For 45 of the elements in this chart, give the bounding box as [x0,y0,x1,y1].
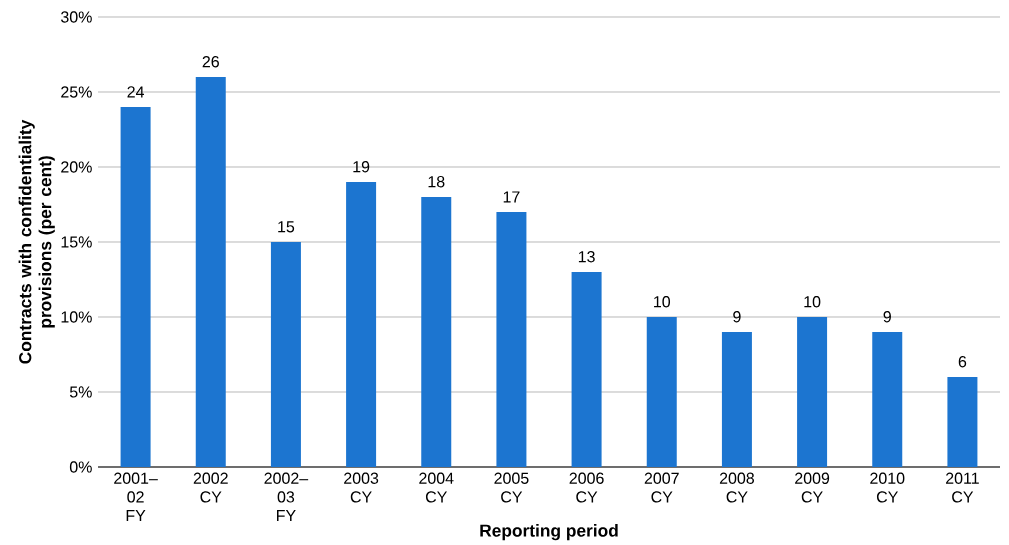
data-label: 13 [578,251,595,263]
y-tick-label: 30% [60,11,92,23]
bar [496,211,527,467]
bar [195,76,226,467]
data-label: 10 [654,296,671,308]
y-tick-label: 0% [69,461,92,473]
bar [797,316,828,467]
x-tick-label: 2010 CY [870,472,905,503]
y-tick-label: 10% [61,311,92,323]
x-tick-label: 2003 CY [344,472,379,503]
data-label: 6 [958,356,967,368]
bar [571,271,602,467]
data-label: 18 [428,176,445,188]
data-label: 26 [202,56,219,68]
data-label: 19 [353,161,370,173]
data-label: 9 [883,311,891,323]
data-label: 24 [127,86,145,98]
x-tick-label: 2007 CY [644,472,679,503]
x-tick-label: 2001–02 FY [114,472,158,522]
y-axis-title: Contracts with confidentiality provisions (per cent) [18,119,55,364]
data-label: 15 [278,221,295,233]
bar [421,196,452,467]
y-tick-label: 15% [61,236,92,248]
bar [872,331,903,467]
x-tick-label: 2002–03 FY [264,472,309,522]
x-tick-label: 2008 CY [719,472,755,503]
x-tick-label: 2006 CY [569,472,604,503]
x-tick-label: 2002 CY [193,472,228,503]
x-tick-label: 2005 CY [494,472,529,503]
bar [270,241,301,467]
data-label: 10 [804,296,821,308]
bar [346,181,377,467]
y-tick-label: 5% [69,386,92,398]
x-axis-title: Reporting period [480,524,618,541]
x-tick-label: 2004 CY [419,472,454,503]
bar [646,316,677,467]
data-label: 9 [733,311,741,323]
data-label: 17 [503,191,520,203]
bar [120,106,151,467]
y-tick-label: 25% [61,86,92,98]
bar [947,376,978,467]
y-tick-label: 20% [61,161,92,173]
x-tick-label: 2011 CY [946,472,979,503]
bar [721,331,752,467]
x-tick-label: 2009 CY [795,472,830,503]
